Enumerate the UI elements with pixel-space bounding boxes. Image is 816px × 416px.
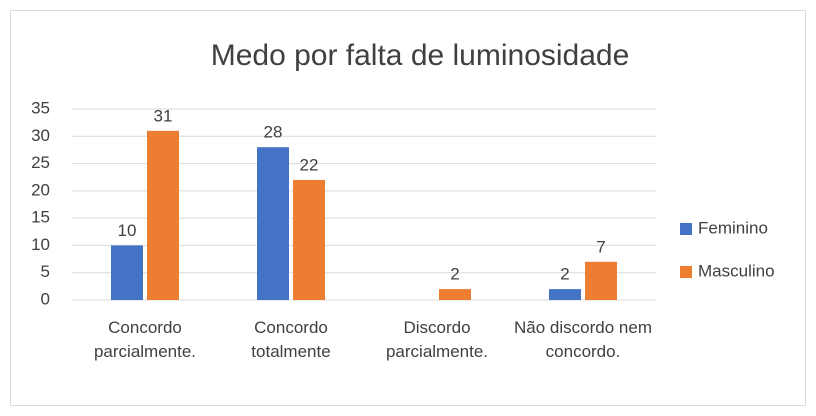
legend-label: Feminino	[698, 218, 768, 237]
x-tick-label: Não discordo nem concordo.	[514, 318, 652, 361]
y-tick-label: 20	[31, 180, 50, 199]
bar	[549, 289, 581, 300]
y-tick-label: 0	[41, 289, 50, 308]
data-label: 2	[560, 265, 569, 284]
data-label: 22	[300, 155, 319, 174]
x-tick-label: Concordo parcialmente.	[93, 318, 197, 361]
x-tick-label: Concordo totalmente	[251, 318, 331, 361]
legend-swatch	[680, 223, 692, 235]
y-tick-label: 15	[31, 208, 50, 227]
data-label: 28	[264, 123, 283, 142]
bar	[147, 130, 179, 300]
data-label: 7	[596, 237, 605, 256]
y-tick-label: 5	[41, 262, 50, 281]
chart-border	[10, 10, 806, 406]
bar	[111, 245, 143, 300]
legend-label: Masculino	[698, 261, 775, 280]
bar	[439, 289, 471, 300]
y-tick-label: 30	[31, 126, 50, 145]
y-tick-label: 35	[31, 98, 50, 117]
y-tick-label: 10	[31, 235, 50, 254]
legend-swatch	[680, 266, 692, 278]
chart-title: Medo por falta de luminosidade	[211, 39, 630, 72]
data-label: 10	[118, 221, 137, 240]
y-tick-label: 25	[31, 153, 50, 172]
bar	[585, 261, 617, 300]
bar	[293, 179, 325, 300]
x-tick-label: Discordo parcialmente.	[385, 318, 489, 361]
data-label: 2	[450, 265, 459, 284]
data-label: 31	[154, 106, 173, 125]
bar	[257, 147, 289, 300]
